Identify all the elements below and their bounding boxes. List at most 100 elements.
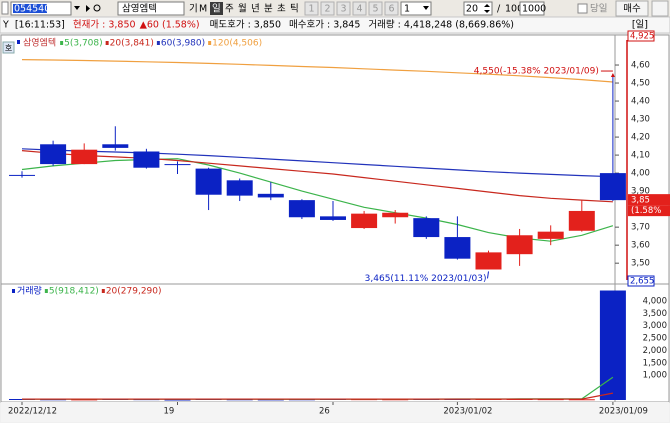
volume-bar: [71, 399, 98, 401]
next-button[interactable]: [86, 5, 90, 12]
annotation-low-line: [487, 271, 489, 279]
candle-body: [599, 173, 626, 201]
legend-swatch: [60, 41, 64, 45]
number-select-arrow[interactable]: [423, 6, 429, 10]
y-tick-label: 3,90: [631, 187, 650, 197]
period-button[interactable]: 분: [264, 4, 273, 15]
y-tick-label: 4,30: [631, 115, 650, 125]
type-button[interactable]: M: [199, 4, 207, 15]
candle-body: [537, 231, 564, 239]
volume-bar: [599, 290, 626, 400]
y-tick-label: 2,500: [643, 334, 667, 344]
status-time: [16:11:53]: [15, 20, 65, 31]
y-tick-label: 4,00: [631, 169, 650, 179]
annotation-high-arrow: [610, 73, 615, 78]
count-box[interactable]: [519, 1, 545, 16]
spin-down[interactable]: [484, 10, 490, 13]
candle-body: [382, 212, 409, 218]
volume-bar: [226, 399, 253, 401]
number-button-box[interactable]: [352, 1, 367, 16]
candle-body: [40, 144, 67, 165]
y-tick-label: 4,50: [631, 79, 650, 89]
number-button[interactable]: 6: [388, 4, 394, 15]
count: 1000: [505, 4, 529, 15]
status-price: 현재가 : 3,850: [73, 20, 136, 31]
buy-label: 매수: [623, 4, 641, 15]
number-select-box[interactable]: [400, 1, 432, 16]
period-button[interactable]: 주: [225, 4, 234, 15]
number-button[interactable]: 4: [356, 4, 362, 15]
number-button-box[interactable]: [336, 1, 351, 16]
legend-title: 거래량: [17, 285, 42, 297]
number-button-box[interactable]: [304, 1, 319, 16]
number-button-box[interactable]: [368, 1, 383, 16]
x-tick-label: 19: [164, 407, 175, 417]
y-tick-label: 3,60: [631, 241, 650, 251]
x-tick-label: 2022/12/12: [8, 407, 57, 417]
buy-button[interactable]: [615, 0, 649, 17]
ma-line: [21, 150, 613, 203]
y-tick-label: 4,20: [631, 133, 650, 143]
y-tick-label: 4,10: [631, 151, 650, 161]
current-change-box: [628, 205, 670, 217]
number-button-box[interactable]: [320, 1, 335, 16]
status-change: ▲60 (1.58%): [140, 20, 200, 31]
current-change-label: (1.58%: [631, 206, 661, 216]
candle-body: [257, 193, 284, 198]
stock-name: 삼영엠텍: [122, 3, 157, 15]
count-box-value: 1000: [522, 4, 546, 15]
number-button[interactable]: 3: [340, 4, 346, 15]
y-tick-label: 1,000: [643, 371, 667, 381]
x-tick-label: 2023/01/09: [599, 407, 648, 417]
number-button-box[interactable]: [384, 1, 399, 16]
volume-ma-line: [22, 392, 614, 400]
legend-swatch: [105, 41, 109, 45]
window-icon[interactable]: [1, 1, 9, 15]
type-button[interactable]: 기: [189, 4, 198, 15]
y-tick-label: 3,50: [631, 259, 650, 269]
period-button[interactable]: 틱: [290, 3, 299, 15]
legend-entry: 20(279,290): [106, 287, 162, 297]
candle-body: [288, 200, 315, 218]
number-button[interactable]: 2: [324, 4, 330, 15]
y-tick-label: 4,60: [631, 61, 650, 71]
number-select: 1: [404, 4, 410, 15]
annotation-high: 4,550(-15.38% 2023/01/09): [474, 67, 599, 77]
slash: /: [497, 4, 501, 15]
candle-body: [506, 235, 533, 255]
y-tick-label: 4,000: [643, 296, 667, 306]
status-background: [0, 16, 670, 34]
side-label-box: [2, 41, 15, 54]
candle-body: [568, 210, 595, 231]
number-button[interactable]: 5: [372, 4, 378, 15]
period-button[interactable]: 년: [251, 4, 260, 15]
period-button[interactable]: 일: [212, 4, 221, 15]
volume-bar: [164, 399, 191, 401]
search-icon[interactable]: [93, 4, 101, 12]
candle-body: [195, 168, 222, 195]
name-box: [117, 1, 185, 16]
y-tick-label: 3,500: [643, 309, 667, 319]
candle-body: [351, 213, 378, 229]
candle-body: [444, 237, 471, 259]
spin-up[interactable]: [484, 4, 490, 7]
code-dropdown[interactable]: [74, 6, 80, 10]
annotation-low: 3,465(11.11% 2023/01/03): [365, 274, 487, 284]
menu-button[interactable]: [651, 0, 669, 17]
legend-swatch: [208, 41, 212, 45]
status-bid: 매수호가 : 3,845: [289, 20, 360, 31]
period-button[interactable]: 월: [238, 3, 247, 15]
today-checkbox[interactable]: [577, 3, 588, 14]
legend-title: 삼영엠텍: [23, 37, 56, 49]
period-box[interactable]: [463, 1, 493, 16]
x-tick-label: 26: [319, 407, 330, 417]
min-label-box: [627, 275, 655, 287]
candle-body: [475, 252, 502, 270]
number-button[interactable]: 1: [308, 4, 314, 15]
y-tick-label: 1,500: [643, 358, 667, 368]
current-price-label: 3,85: [631, 196, 650, 206]
y-tick-label: 3,70: [631, 223, 650, 233]
candle-body: [9, 174, 35, 176]
period-button[interactable]: 초: [277, 4, 286, 15]
